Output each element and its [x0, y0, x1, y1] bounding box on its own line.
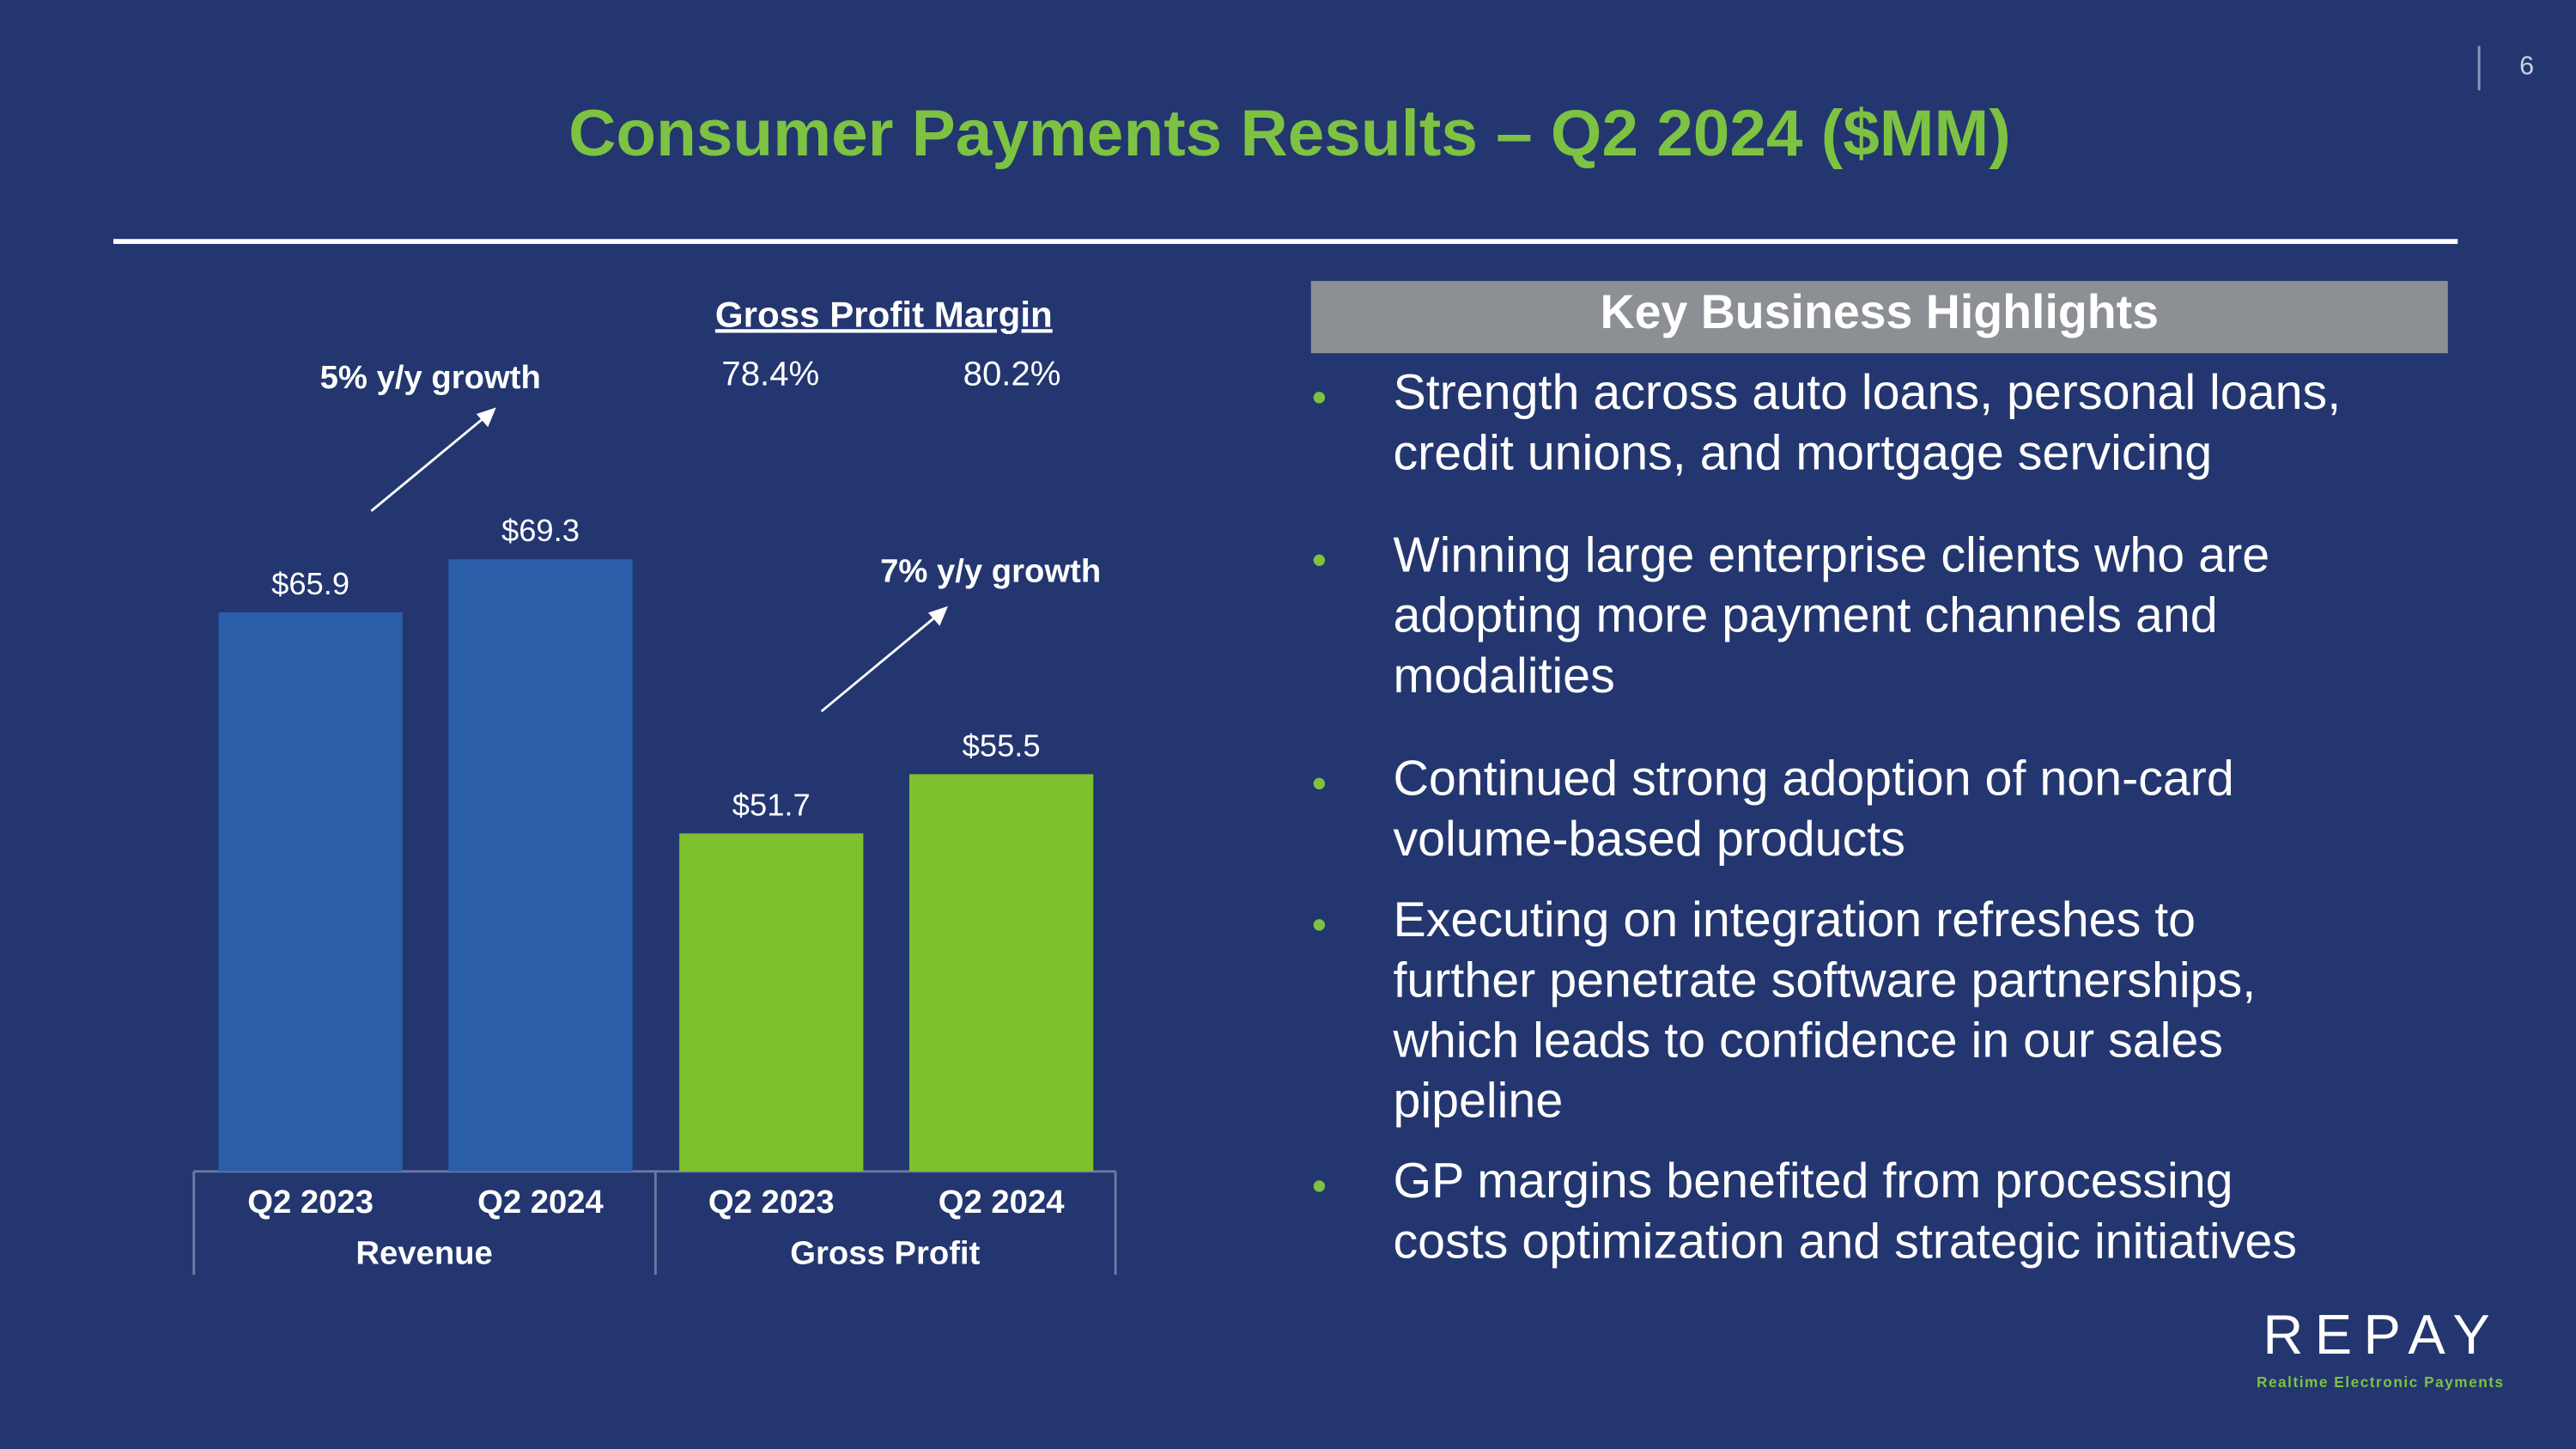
margin-title: Gross Profit Margin [715, 294, 1053, 334]
x-tick-label: Q2 2023 [708, 1184, 835, 1221]
value-label: $65.9 [271, 566, 349, 601]
bar [908, 774, 1094, 1172]
value-label: $51.7 [732, 787, 811, 822]
highlights-header [1310, 281, 2448, 354]
bullet-text: credit unions, and mortgage servicing [1393, 425, 2212, 480]
bullet-text: further penetrate software partnerships, [1393, 953, 2256, 1008]
bullet-dot [1313, 1180, 1326, 1192]
bullet-text: GP margins benefited from processing [1393, 1154, 2233, 1209]
bullet-text: which leads to confidence in our sales [1392, 1013, 2223, 1068]
logo-name: REPAY [2263, 1303, 2501, 1366]
value-label: $55.5 [963, 728, 1041, 763]
category-axis [192, 1170, 1117, 1275]
value-label: $69.3 [501, 513, 580, 548]
bullet-text: Strength across auto loans, personal loa… [1393, 365, 2341, 420]
bar [448, 559, 633, 1172]
bullet-text: modalities [1393, 648, 1614, 703]
group-label: Revenue [355, 1234, 492, 1271]
bullet-text: Executing on integration refreshes to [1393, 892, 2196, 947]
bullet-dot [1313, 554, 1326, 566]
highlights-title: Key Business Highlights [1601, 285, 2159, 338]
arrow-line [370, 416, 486, 512]
bar [218, 612, 403, 1172]
bar [679, 833, 864, 1172]
arrow-head [476, 407, 496, 428]
x-tick-label: Q2 2023 [247, 1184, 374, 1221]
chart-title: Consumer Payments Results – Q2 2024 ($MM… [568, 97, 2011, 170]
bullet-text: costs optimization and strategic initiat… [1393, 1214, 2297, 1269]
bullet-text: Continued strong adoption of non-card [1393, 752, 2233, 807]
x-tick-label: Q2 2024 [477, 1184, 604, 1221]
bullet-dot [1313, 392, 1326, 404]
logo-tagline: Realtime Electronic Payments [2257, 1373, 2505, 1391]
bullet-text: Winning large enterprise clients who are [1393, 527, 2269, 582]
group-label: Gross Profit [790, 1234, 980, 1271]
page-number: 6 [2519, 52, 2534, 81]
margin-value: 80.2% [963, 355, 1061, 393]
growth-annotation: 5% y/y growth [320, 359, 541, 396]
bullet-text: pipeline [1393, 1074, 1563, 1129]
bullet-text: adopting more payment channels and [1393, 588, 2217, 643]
margin-value: 78.4% [721, 355, 819, 393]
arrow-line [820, 615, 938, 713]
growth-annotation: 7% y/y growth [880, 553, 1101, 590]
bullet-dot [1313, 777, 1326, 790]
bullet-dot [1313, 919, 1326, 931]
x-tick-label: Q2 2024 [939, 1184, 1065, 1221]
bullet-text: volume-based products [1393, 812, 1905, 867]
